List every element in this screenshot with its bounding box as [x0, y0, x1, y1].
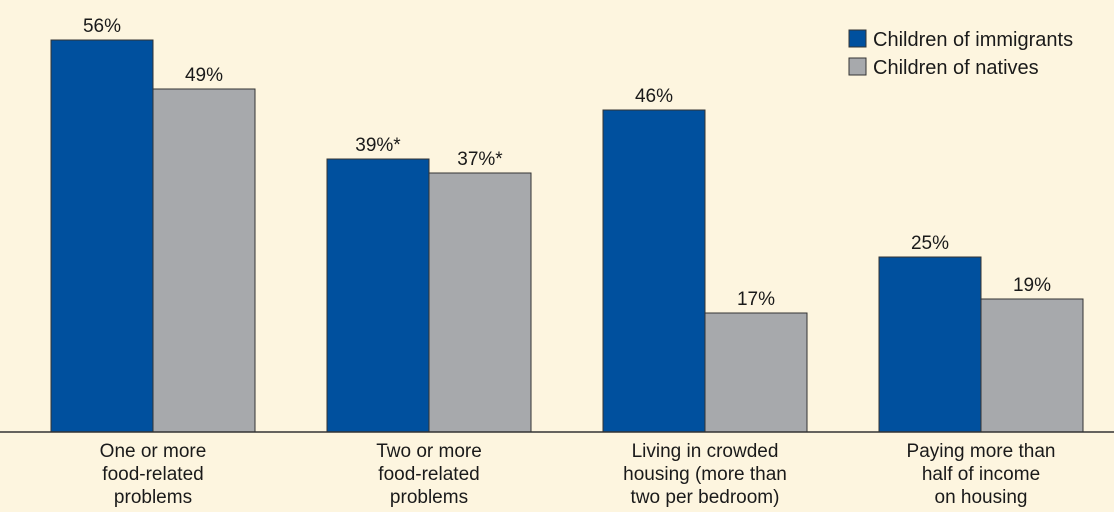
category-label-line: housing (more than: [623, 464, 787, 485]
category-label-line: Living in crowded: [632, 441, 779, 462]
data-labels-layer: 56% 49% 39%* 37%* 46% 17% 25% 19%: [83, 16, 1051, 310]
bar-children-of-natives-1: [428, 172, 532, 433]
legend-swatch-children-of-immigrants: [848, 29, 867, 48]
bar-children-of-immigrants-2: [602, 109, 706, 433]
bar-children-of-natives-0: [152, 88, 256, 433]
data-label-children-of-natives-1: 37%*: [457, 149, 503, 170]
legend-label-children-of-immigrants: Children of immigrants: [873, 29, 1073, 51]
category-label-0: One or more food-related problems: [100, 441, 207, 508]
bars-layer: [50, 39, 1084, 433]
data-label-children-of-natives-0: 49%: [185, 65, 223, 86]
category-label-line: Paying more than: [907, 441, 1056, 462]
legend-swatch-children-of-natives: [848, 57, 867, 76]
category-label-line: Two or more: [376, 441, 482, 462]
category-label-line: on housing: [935, 487, 1028, 508]
data-label-children-of-immigrants-0: 56%: [83, 16, 121, 37]
category-label-line: half of income: [922, 464, 1040, 485]
data-label-children-of-natives-2: 17%: [737, 289, 775, 310]
category-label-line: two per bedroom): [631, 487, 780, 508]
category-label-line: food-related: [102, 464, 203, 485]
legend: Children of immigrants Children of nativ…: [848, 29, 1073, 79]
bar-children-of-immigrants-3: [878, 256, 982, 433]
data-label-children-of-immigrants-3: 25%: [911, 233, 949, 254]
category-label-line: food-related: [378, 464, 479, 485]
legend-label-children-of-natives: Children of natives: [873, 57, 1039, 79]
category-label-1: Two or more food-related problems: [376, 441, 482, 508]
bar-children-of-immigrants-0: [50, 39, 154, 433]
bar-children-of-immigrants-1: [326, 158, 430, 433]
data-label-children-of-natives-3: 19%: [1013, 275, 1051, 296]
category-label-line: One or more: [100, 441, 207, 462]
category-label-line: problems: [114, 487, 192, 508]
category-label-3: Paying more than half of income on housing: [907, 441, 1056, 508]
bar-children-of-natives-2: [704, 312, 808, 433]
data-label-children-of-immigrants-1: 39%*: [355, 135, 401, 156]
data-label-children-of-immigrants-2: 46%: [635, 86, 673, 107]
category-label-line: problems: [390, 487, 468, 508]
category-label-2: Living in crowded housing (more than two p…: [623, 441, 787, 508]
bar-children-of-natives-3: [980, 298, 1084, 433]
